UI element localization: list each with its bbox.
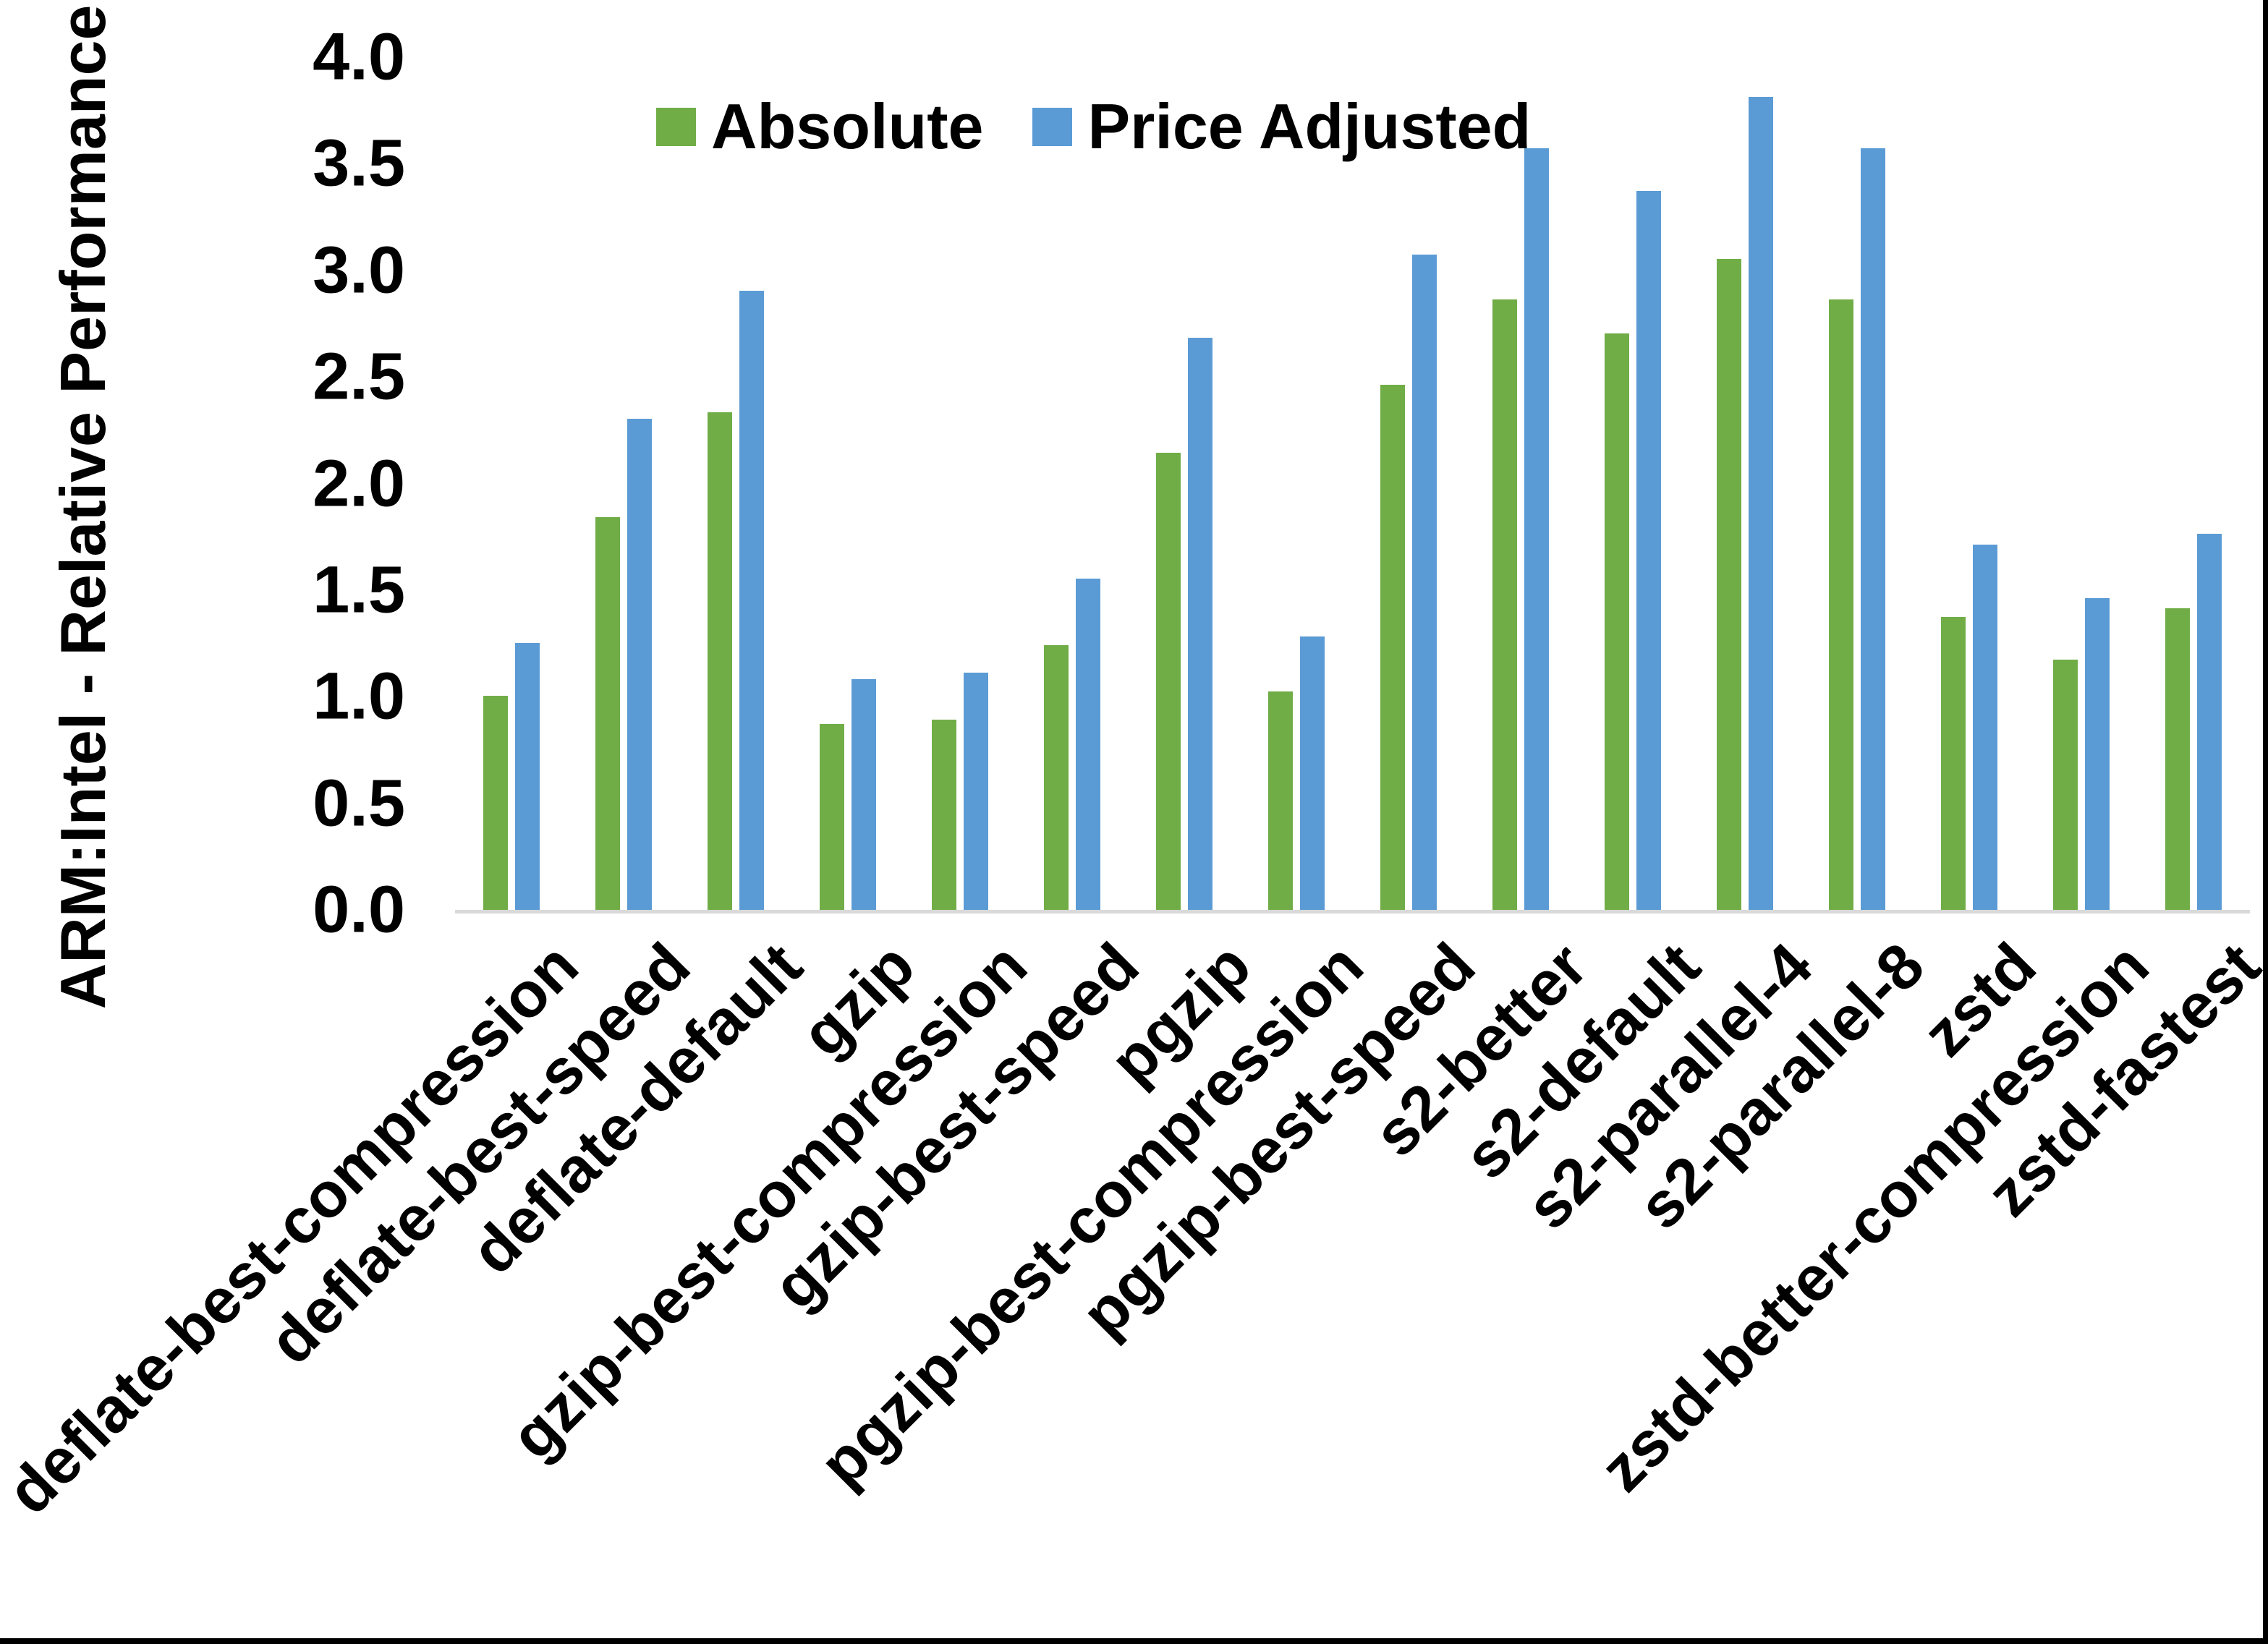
y-tick-label: 3.5: [313, 126, 405, 200]
bar-absolute-s2-better: [1492, 299, 1518, 911]
bar-absolute-s2-parallel-8: [1829, 299, 1854, 911]
bar-absolute-zstd-better-compression: [2053, 660, 2078, 911]
bar-price-adjusted-deflate-default: [739, 291, 764, 911]
legend-item-absolute: Absolute: [656, 90, 983, 163]
y-tick-label: 3.0: [313, 233, 405, 307]
y-tick-label: 1.0: [313, 659, 405, 733]
bar-price-adjusted-deflate-best-compression: [514, 642, 540, 911]
screenshot-right-edge: [2263, 0, 2268, 1644]
y-tick-label: 1.5: [313, 553, 405, 627]
bar-absolute-zstd-fastest: [2165, 608, 2191, 911]
bar-price-adjusted-gzip: [851, 678, 876, 911]
bar-price-adjusted-s2-parallel-4: [1749, 97, 1774, 911]
y-tick-label: 2.5: [313, 339, 405, 414]
y-tick-label: 4.0: [313, 20, 405, 94]
bar-price-adjusted-pgzip: [1187, 338, 1212, 911]
category-group-zstd-fastest: [2138, 59, 2250, 911]
y-axis-title: ARM:Intel - Relative Performance: [47, 4, 119, 1010]
bar-absolute-deflate-best-compression: [483, 696, 508, 911]
bar-price-adjusted-zstd-fastest: [2197, 534, 2222, 911]
bar-absolute-s2-default: [1605, 333, 1630, 911]
category-group-gzip: [791, 59, 904, 911]
category-group-pgzip-best-compression: [1240, 59, 1352, 911]
category-group-deflate-default: [679, 59, 791, 911]
category-group-s2-parallel-4: [1689, 59, 1801, 911]
bar-price-adjusted-gzip-best-compression: [963, 672, 988, 911]
bar-price-adjusted-s2-better: [1524, 148, 1550, 911]
bar-absolute-pgzip: [1155, 453, 1181, 911]
category-group-s2-default: [1577, 59, 1689, 911]
y-tick-label: 0.0: [313, 872, 405, 947]
category-group-gzip-best-speed: [1016, 59, 1128, 911]
legend-label: Price Adjusted: [1087, 90, 1532, 162]
plot-area: [455, 59, 2250, 911]
bar-absolute-deflate-default: [707, 412, 732, 911]
bar-price-adjusted-s2-parallel-8: [1861, 148, 1886, 911]
category-group-deflate-best-speed: [567, 59, 679, 911]
chart-legend: Absolute Price Adjusted: [656, 90, 1531, 163]
bar-absolute-pgzip-best-compression: [1267, 691, 1293, 911]
bar-price-adjusted-s2-default: [1636, 190, 1662, 911]
y-tick-label: 2.0: [313, 446, 405, 520]
legend-swatch-icon: [1032, 107, 1073, 146]
legend-swatch-icon: [656, 107, 696, 146]
y-tick-label: 0.5: [313, 766, 405, 840]
category-group-zstd: [1914, 59, 2026, 911]
screenshot-bottom-edge: [0, 1638, 2268, 1644]
category-group-pgzip: [1128, 59, 1240, 911]
legend-item-price-adjusted: Price Adjusted: [1032, 90, 1531, 163]
category-group-pgzip-best-speed: [1353, 59, 1465, 911]
category-group-s2-better: [1465, 59, 1577, 911]
bar-price-adjusted-zstd-better-compression: [2085, 597, 2110, 911]
bar-price-adjusted-gzip-best-speed: [1075, 579, 1100, 911]
bar-absolute-s2-parallel-4: [1717, 259, 1742, 911]
category-group-zstd-better-compression: [2026, 59, 2138, 911]
bar-absolute-zstd: [1941, 617, 1966, 911]
x-axis-line: [455, 910, 2250, 913]
bar-absolute-gzip: [819, 723, 844, 911]
category-group-deflate-best-compression: [455, 59, 567, 911]
bar-price-adjusted-zstd: [1973, 545, 1998, 911]
bar-absolute-deflate-best-speed: [595, 516, 620, 911]
bar-price-adjusted-pgzip-best-compression: [1299, 636, 1325, 911]
category-group-gzip-best-compression: [904, 59, 1016, 911]
bar-absolute-pgzip-best-speed: [1380, 384, 1406, 911]
legend-label: Absolute: [711, 90, 984, 162]
bar-absolute-gzip-best-compression: [931, 719, 956, 911]
bar-absolute-gzip-best-speed: [1043, 644, 1069, 911]
category-group-s2-parallel-8: [1801, 59, 1914, 911]
bar-price-adjusted-deflate-best-speed: [627, 419, 652, 911]
bar-price-adjusted-pgzip-best-speed: [1412, 255, 1437, 911]
